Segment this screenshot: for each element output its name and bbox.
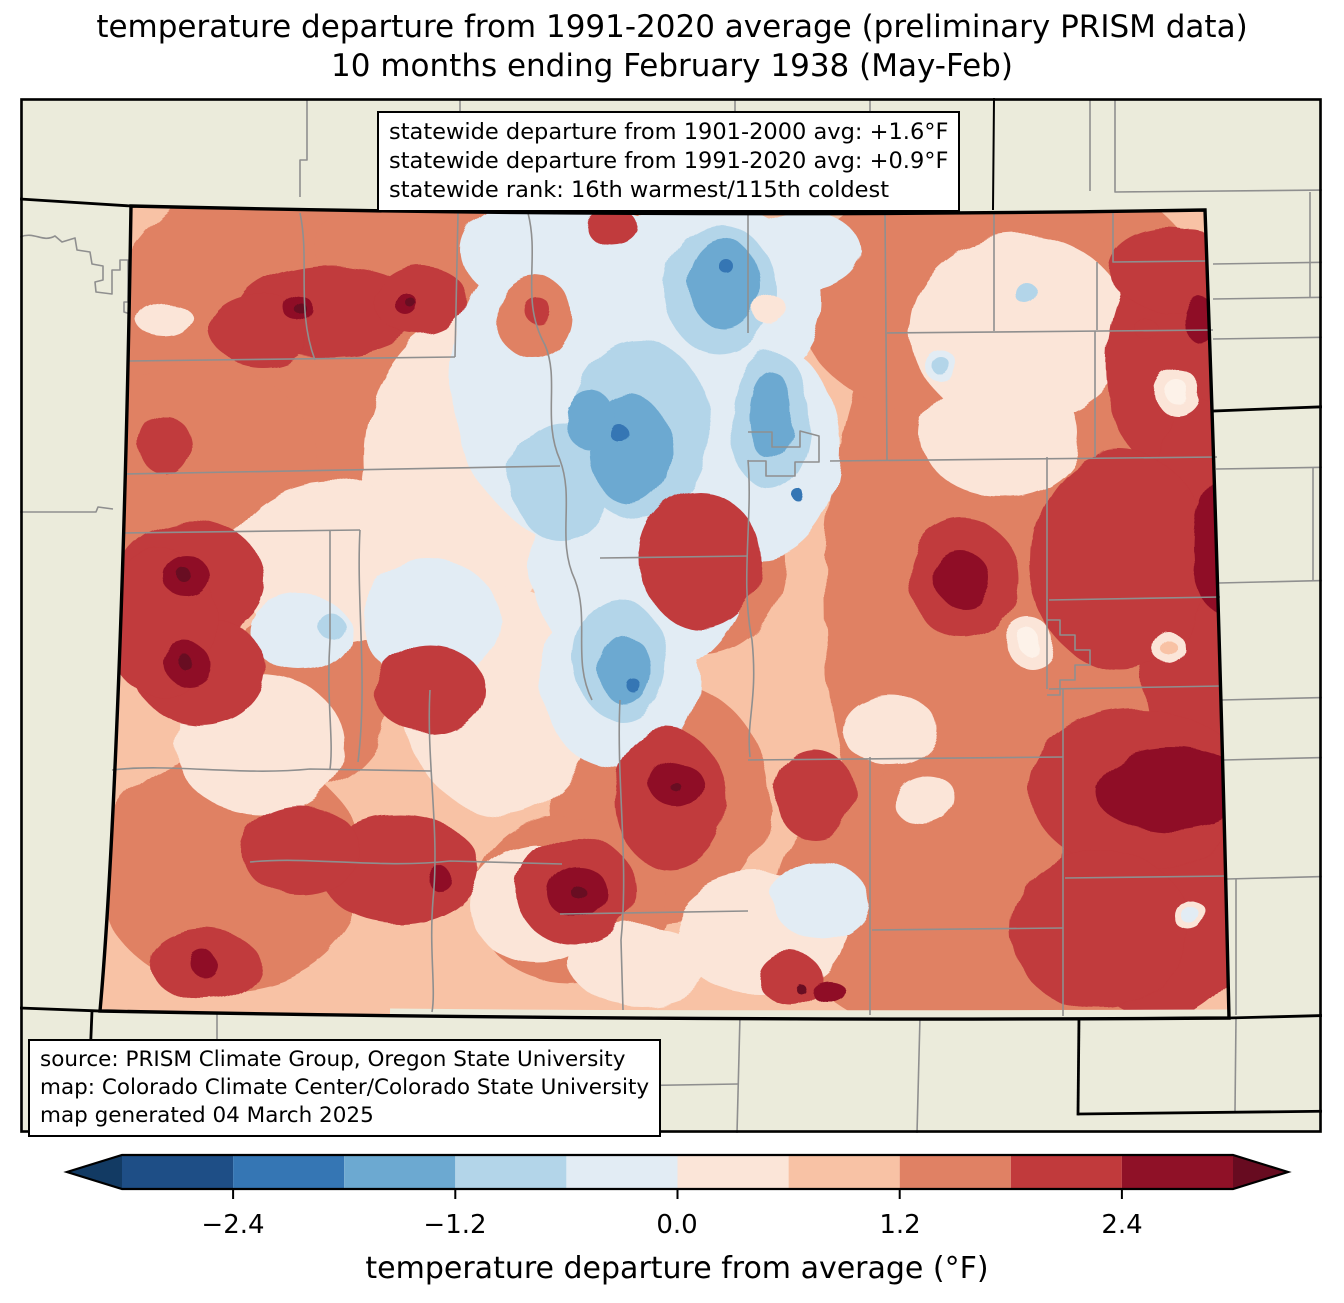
stats-line-1: statewide departure from 1901-2000 avg: … — [389, 119, 949, 145]
tick-label-2-4: 2.4 — [1101, 1210, 1142, 1240]
statewide-stats-box: statewide departure from 1901-2000 avg: … — [377, 111, 961, 212]
tick-label-neg2-4: −2.4 — [201, 1210, 264, 1240]
contour-field — [100, 206, 1229, 1020]
colorbar-outline — [63, 1153, 1292, 1191]
map-frame — [20, 98, 1322, 1133]
colorbar-tick-marks — [232, 1189, 1123, 1199]
contour-layer-cool4 — [609, 261, 806, 692]
south-border-gap — [389, 1008, 1229, 1020]
neighbor-state-borders — [20, 98, 1322, 1133]
stats-line-2: statewide departure from 1991-2020 avg: … — [389, 148, 949, 174]
colorado-county-lines — [111, 212, 1227, 1016]
tick-label-0-0: 0.0 — [656, 1210, 697, 1240]
contour-layer-extreme — [175, 300, 805, 993]
colorado-map — [20, 98, 1322, 1133]
colorbar-over-arrow — [1233, 1155, 1288, 1189]
contour-ring-spots — [754, 272, 1206, 931]
colorbar-under-arrow — [67, 1155, 122, 1189]
colorbar-segments — [122, 1155, 1233, 1189]
colorbar-panel: −2.4 −1.2 0.0 1.2 2.4 temperature depart… — [0, 1133, 1344, 1299]
source-line-3: map generated 04 March 2025 — [40, 1103, 374, 1128]
stats-line-3: statewide rank: 16th warmest/115th colde… — [389, 177, 890, 203]
colorbar: −2.4 −1.2 0.0 1.2 2.4 temperature depart… — [63, 1153, 1292, 1286]
colorbar-axis-label: temperature departure from average (°F) — [365, 1251, 988, 1286]
source-attribution-box: source: PRISM Climate Group, Oregon Stat… — [28, 1039, 662, 1137]
contour-layers — [100, 206, 1229, 1020]
map-panel: statewide departure from 1901-2000 avg: … — [20, 98, 1322, 1137]
colorbar-tick-labels: −2.4 −1.2 0.0 1.2 2.4 — [201, 1210, 1142, 1240]
title-line-1: temperature departure from 1991-2020 ave… — [96, 9, 1248, 45]
figure-title: temperature departure from 1991-2020 ave… — [0, 8, 1344, 86]
tick-label-neg1-2: −1.2 — [423, 1210, 486, 1240]
source-line-2: map: Colorado Climate Center/Colorado St… — [40, 1075, 650, 1100]
tick-label-1-2: 1.2 — [879, 1210, 920, 1240]
colorado-state-border — [98, 204, 1231, 1021]
source-line-1: source: PRISM Climate Group, Oregon Stat… — [40, 1047, 626, 1072]
title-line-2: 10 months ending February 1938 (May-Feb) — [331, 48, 1013, 84]
